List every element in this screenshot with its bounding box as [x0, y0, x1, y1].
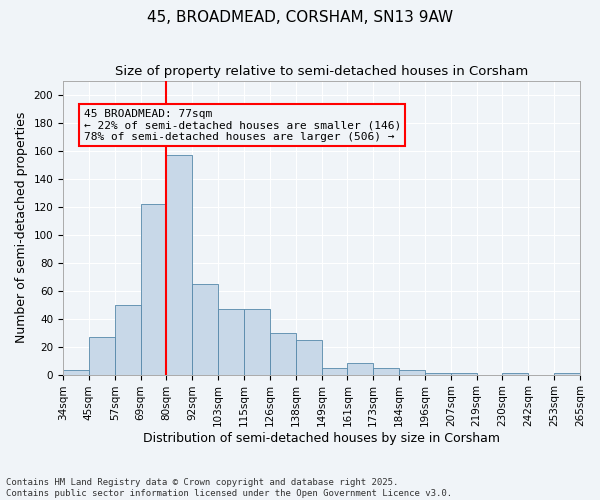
- Bar: [451, 373, 476, 374]
- Bar: [218, 309, 244, 374]
- Bar: [192, 284, 218, 374]
- Bar: [244, 309, 270, 374]
- Bar: [63, 370, 89, 374]
- Bar: [322, 368, 347, 374]
- Bar: [502, 373, 529, 374]
- Bar: [373, 368, 399, 374]
- Bar: [296, 340, 322, 374]
- Bar: [554, 373, 580, 374]
- Bar: [166, 155, 192, 374]
- Bar: [115, 304, 140, 374]
- Text: Contains HM Land Registry data © Crown copyright and database right 2025.
Contai: Contains HM Land Registry data © Crown c…: [6, 478, 452, 498]
- Bar: [347, 364, 373, 374]
- Bar: [399, 370, 425, 374]
- Bar: [270, 332, 296, 374]
- Title: Size of property relative to semi-detached houses in Corsham: Size of property relative to semi-detach…: [115, 65, 528, 78]
- Bar: [425, 373, 451, 374]
- X-axis label: Distribution of semi-detached houses by size in Corsham: Distribution of semi-detached houses by …: [143, 432, 500, 445]
- Bar: [140, 204, 166, 374]
- Bar: [89, 337, 115, 374]
- Text: 45 BROADMEAD: 77sqm
← 22% of semi-detached houses are smaller (146)
78% of semi-: 45 BROADMEAD: 77sqm ← 22% of semi-detach…: [84, 108, 401, 142]
- Text: 45, BROADMEAD, CORSHAM, SN13 9AW: 45, BROADMEAD, CORSHAM, SN13 9AW: [147, 10, 453, 25]
- Y-axis label: Number of semi-detached properties: Number of semi-detached properties: [15, 112, 28, 344]
